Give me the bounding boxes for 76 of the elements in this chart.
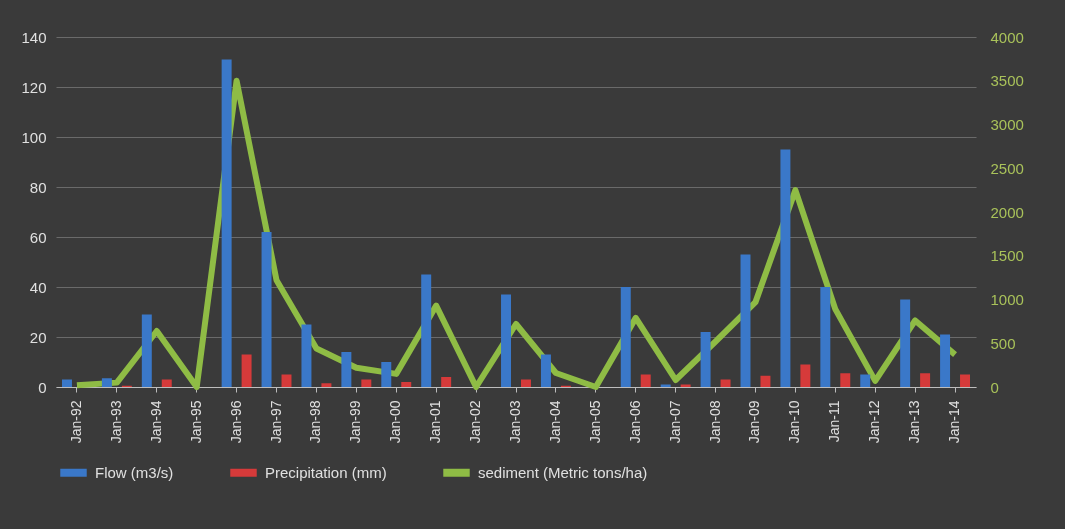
bar <box>840 373 851 387</box>
bar <box>620 287 631 387</box>
x-tick-label: Jan-08 <box>706 400 723 444</box>
x-tick-label: Jan-99 <box>347 400 364 444</box>
y2-tick-label: 0 <box>990 378 999 396</box>
y2-tick-label: 2000 <box>990 203 1024 221</box>
x-tick-label: Jan-02 <box>467 400 484 444</box>
x-tick-label: Jan-03 <box>507 400 523 444</box>
x-tick-label: Jan-10 <box>786 400 803 444</box>
y2-tick-label: 3500 <box>990 72 1024 90</box>
bar <box>800 364 811 387</box>
bar <box>321 383 332 387</box>
legend-label: sediment (Metric tons/ha) <box>478 463 648 481</box>
bar <box>640 374 651 387</box>
bar <box>920 373 931 387</box>
x-tick-label: Jan-06 <box>626 400 643 444</box>
bar <box>101 378 112 387</box>
x-tick-label: Jan-09 <box>746 400 763 444</box>
bar <box>241 354 252 387</box>
bar <box>501 294 512 387</box>
bar <box>700 332 711 387</box>
bar <box>860 374 871 387</box>
bar <box>760 375 771 387</box>
y2-tick-label: 4000 <box>990 28 1024 46</box>
x-tick-label: Jan-92 <box>67 400 84 444</box>
y-tick-label: 100 <box>21 128 47 146</box>
x-tick-label: Jan-07 <box>666 400 683 444</box>
bar <box>960 374 971 387</box>
bar <box>820 287 831 387</box>
x-tick-label: Jan-12 <box>866 400 883 444</box>
x-tick-label: Jan-96 <box>227 400 244 444</box>
legend-label: Flow (m3/s) <box>95 463 174 481</box>
legend-label: Precipitation (mm) <box>265 463 387 481</box>
bar <box>900 299 911 387</box>
bar <box>301 324 312 387</box>
bar <box>381 362 392 387</box>
bar <box>520 379 531 387</box>
y-tick-label: 0 <box>38 378 47 396</box>
bar <box>161 379 172 387</box>
x-tick-label: Jan-04 <box>546 400 563 444</box>
x-tick-label: Jan-01 <box>427 400 444 444</box>
bar <box>141 314 152 387</box>
x-tick-label: Jan-14 <box>946 400 963 444</box>
y-tick-label: 40 <box>29 278 47 296</box>
bar <box>720 379 731 387</box>
bar <box>740 254 751 387</box>
bar <box>401 382 412 387</box>
x-tick-label: Jan-00 <box>387 400 404 444</box>
x-tick-label: Jan-11 <box>826 400 843 443</box>
x-tick-label: Jan-95 <box>187 400 204 444</box>
bar <box>540 354 551 387</box>
bar <box>780 149 791 387</box>
bar <box>361 379 372 387</box>
x-tick-label: Jan-94 <box>147 400 164 444</box>
x-tick-label: Jan-97 <box>267 400 284 444</box>
y-tick-label: 20 <box>29 328 47 346</box>
y2-tick-label: 2500 <box>990 159 1024 177</box>
x-tick-label: Jan-98 <box>307 400 324 444</box>
y-tick-label: 120 <box>21 78 47 96</box>
x-tick-label: Jan-13 <box>906 400 923 444</box>
x-tick-label: Jan-93 <box>107 400 124 444</box>
y-tick-label: 80 <box>29 178 47 196</box>
y-tick-label: 140 <box>21 28 47 46</box>
bar <box>221 59 232 387</box>
bar <box>441 377 452 387</box>
y2-tick-label: 1500 <box>990 247 1024 265</box>
y-tick-label: 60 <box>29 228 47 246</box>
y2-tick-label: 3000 <box>990 116 1024 133</box>
bar <box>940 334 951 387</box>
bar <box>421 274 432 387</box>
bar <box>341 352 352 387</box>
bar <box>61 379 72 387</box>
y2-tick-label: 1000 <box>990 291 1024 308</box>
y2-tick-label: 500 <box>990 334 1016 352</box>
x-tick-label: Jan-05 <box>586 400 603 444</box>
bar <box>261 232 272 387</box>
